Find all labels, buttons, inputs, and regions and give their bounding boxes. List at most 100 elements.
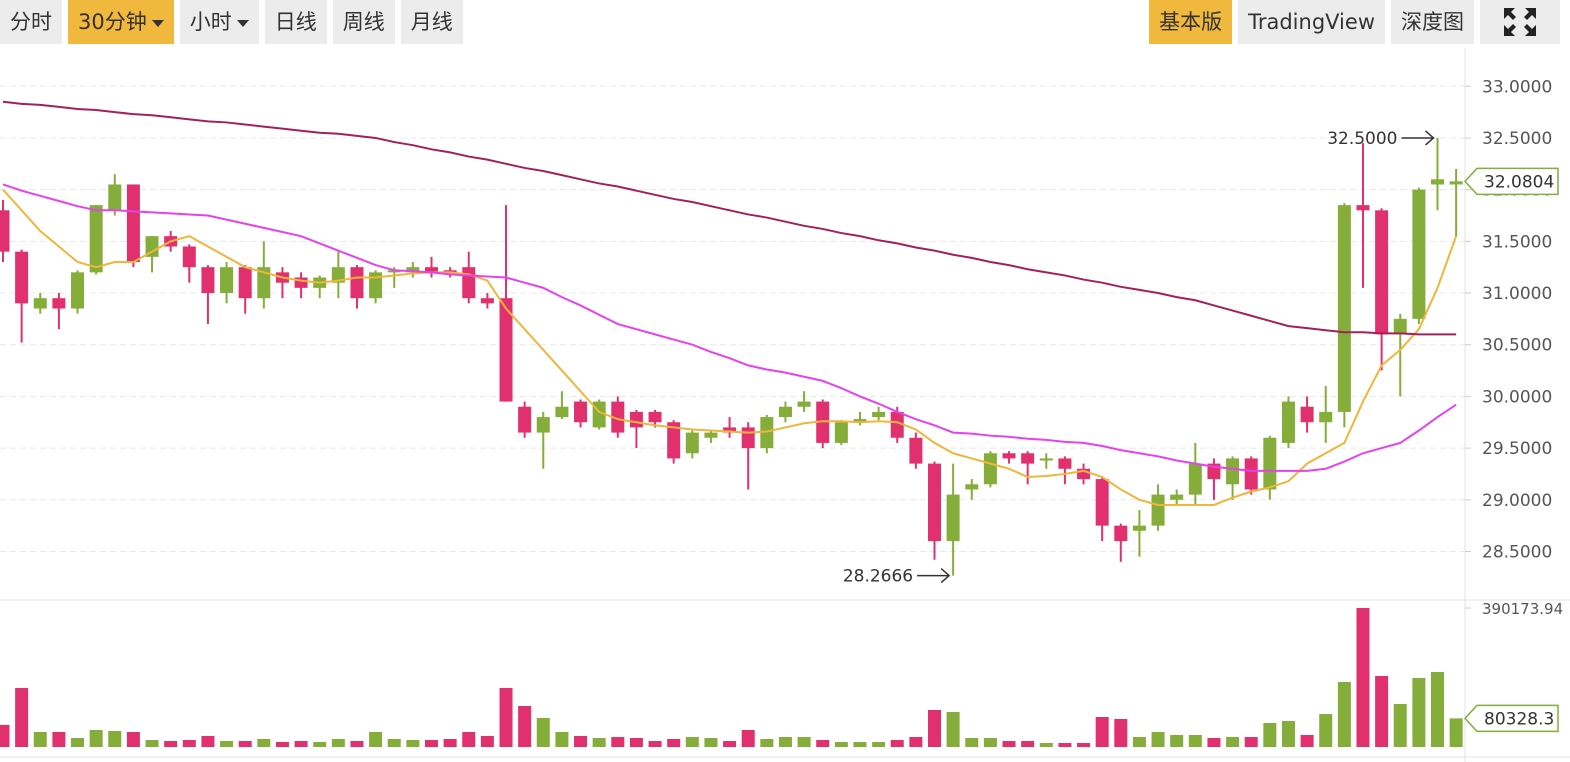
volume-bar	[1244, 736, 1258, 747]
volume-bar	[629, 737, 643, 747]
volume-bar	[816, 740, 830, 747]
volume-bar	[480, 735, 494, 747]
y-tick-label: 30.0000	[1482, 387, 1552, 407]
y-tick-label: 30.5000	[1482, 336, 1552, 356]
interval-button[interactable]: 小时	[179, 0, 259, 44]
high-marker-label: 32.5000	[1327, 129, 1397, 149]
volume-bar	[797, 736, 811, 747]
candle-body	[536, 417, 550, 433]
y-tick-label: 31.5000	[1482, 232, 1552, 252]
candle-body	[462, 267, 476, 299]
candle-body	[1356, 205, 1370, 211]
volume-bar	[685, 736, 699, 747]
fullscreen-button[interactable]	[1480, 0, 1560, 44]
candle-body	[1077, 468, 1091, 480]
candle-body	[667, 422, 681, 459]
volume-bar	[928, 709, 941, 747]
volume-bar	[443, 738, 457, 747]
volume-bar	[518, 705, 532, 747]
volume-bar	[15, 688, 29, 747]
candle-body	[257, 267, 271, 299]
volume-bar	[965, 737, 979, 747]
candle-body	[1188, 463, 1202, 495]
moving-average-line	[2, 188, 1458, 506]
interval-button[interactable]: 分时	[0, 0, 62, 44]
candle-body	[1393, 318, 1407, 335]
candle-body	[1319, 411, 1333, 423]
volume-bar	[1449, 718, 1463, 747]
candle-body	[1244, 458, 1258, 490]
volume-bar	[1375, 675, 1389, 747]
volume-bar	[220, 741, 234, 747]
volume-bar	[294, 741, 308, 747]
candle-body	[1021, 453, 1035, 464]
y-tick-label: 31.0000	[1482, 284, 1552, 304]
candle-body	[145, 236, 159, 257]
volume-bar	[1263, 722, 1277, 747]
volume-bar	[313, 742, 327, 747]
interval-button[interactable]: 日线	[264, 0, 327, 44]
candle-body	[983, 453, 997, 485]
volume-tick-label: 390173.94	[1482, 600, 1563, 618]
candle-body	[946, 494, 960, 542]
volume-bar	[145, 740, 159, 747]
volume-bar	[1095, 717, 1109, 747]
candle-body	[909, 437, 923, 464]
candle-body	[704, 432, 718, 438]
volume-bar	[890, 740, 904, 747]
candle-body	[928, 463, 941, 542]
candle-body	[834, 422, 848, 443]
candle-body	[1226, 458, 1240, 485]
candle-body	[220, 267, 234, 294]
view-button[interactable]: 深度图	[1391, 0, 1474, 44]
volume-bar	[778, 736, 792, 747]
candle-body	[1412, 189, 1426, 319]
candle-body	[182, 246, 196, 268]
volume-bar	[574, 735, 588, 747]
last-volume-box	[1463, 704, 1559, 733]
volume-bar	[499, 688, 513, 747]
candle-body	[1002, 453, 1016, 459]
interval-button[interactable]: 30分钟	[68, 0, 174, 44]
candle-body	[1449, 181, 1463, 185]
volume-bar	[1356, 608, 1370, 747]
candle-body	[1039, 458, 1053, 461]
candle-body	[443, 270, 457, 273]
candle-body	[1337, 205, 1351, 412]
volume-bar	[331, 738, 345, 747]
volume-bar	[1170, 734, 1184, 747]
y-tick-label: 33.0000	[1482, 77, 1552, 97]
marker-arrowhead	[1425, 130, 1435, 146]
volume-bar	[1393, 704, 1407, 747]
volume-bar	[1281, 720, 1295, 747]
interval-button[interactable]: 周线	[332, 0, 395, 44]
low-marker-label: 28.2666	[843, 567, 913, 587]
plot	[0, 100, 1463, 747]
volume-bar	[909, 736, 923, 747]
candle-body	[555, 406, 569, 418]
volume-bar	[182, 740, 196, 747]
volume-bar	[555, 732, 569, 747]
candle-body	[574, 401, 588, 423]
y-tick-label: 29.5000	[1482, 439, 1552, 459]
candle-body	[1300, 406, 1314, 423]
candle-body	[369, 272, 383, 299]
volume-bar	[201, 735, 215, 747]
volume-bar	[52, 732, 66, 747]
view-button[interactable]: 基本版	[1149, 0, 1233, 44]
volume-bar	[1021, 741, 1035, 747]
candle-body	[853, 419, 867, 423]
candle-body	[816, 401, 830, 443]
candle-body	[629, 411, 643, 428]
interval-button[interactable]: 月线	[400, 0, 463, 44]
volume-bar	[275, 742, 289, 747]
view-button[interactable]: TradingView	[1238, 0, 1385, 44]
candle-body	[1431, 179, 1445, 185]
candle-body	[275, 272, 289, 283]
candle-body	[1151, 494, 1165, 526]
candle-body	[294, 277, 308, 288]
candle-body	[164, 236, 178, 247]
last-volume-label: 80328.3	[1484, 709, 1554, 729]
candle-body	[611, 401, 625, 433]
